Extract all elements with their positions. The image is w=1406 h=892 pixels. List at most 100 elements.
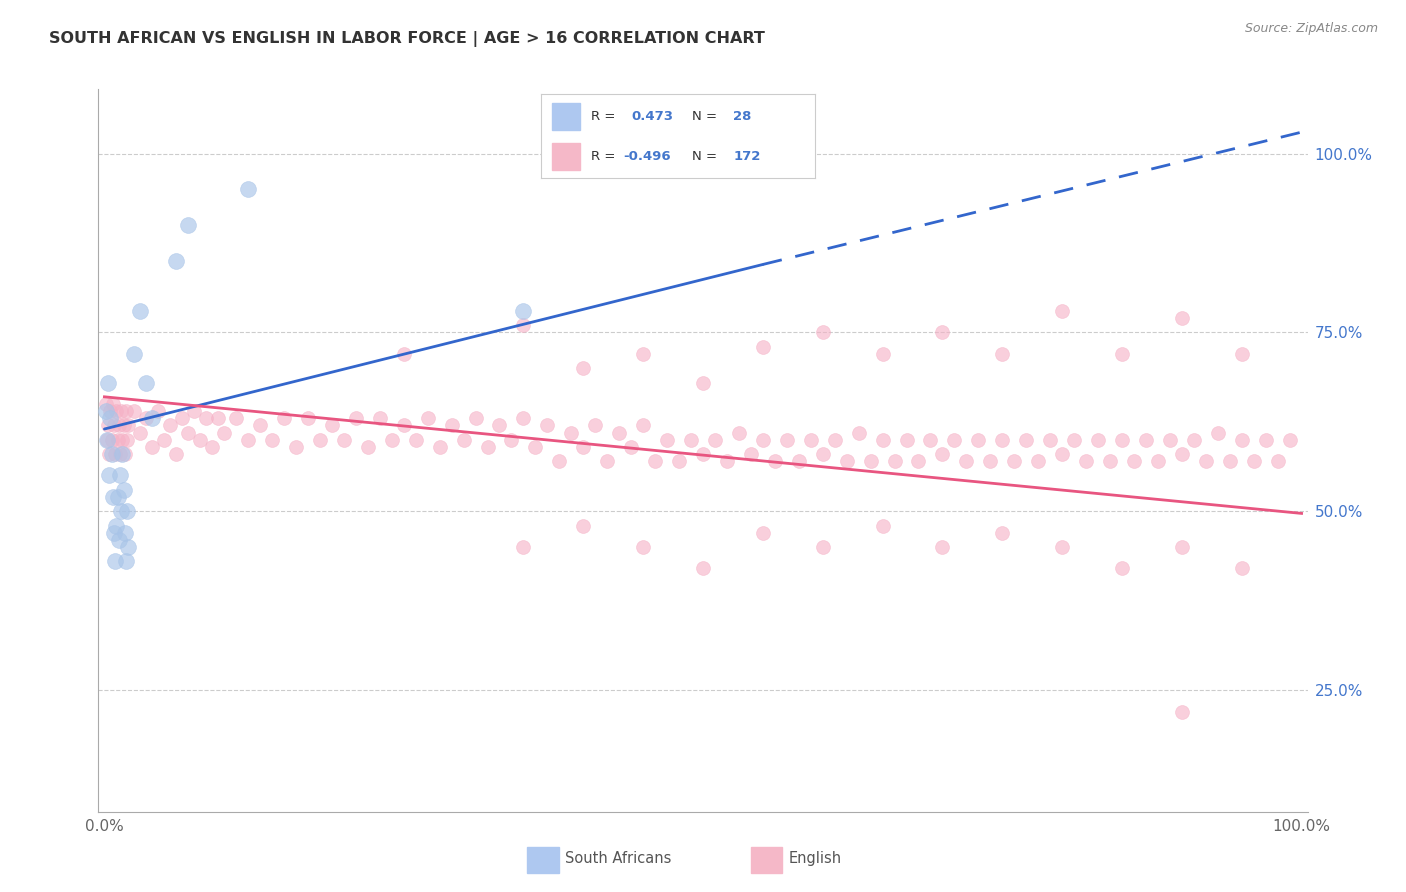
Point <box>159 418 181 433</box>
Point <box>572 440 595 454</box>
Point <box>453 433 475 447</box>
Point <box>943 433 966 447</box>
Point <box>117 418 139 433</box>
Point <box>763 454 786 468</box>
Point <box>165 447 187 461</box>
Point <box>344 411 367 425</box>
Point <box>1182 433 1205 447</box>
Point <box>583 418 606 433</box>
Point <box>668 454 690 468</box>
Point <box>100 411 122 425</box>
Point <box>524 440 547 454</box>
Point <box>607 425 630 440</box>
Point <box>1050 447 1073 461</box>
Point <box>800 433 823 447</box>
Point <box>752 525 775 540</box>
Point <box>195 411 218 425</box>
Point <box>464 411 486 425</box>
Point <box>655 433 678 447</box>
Point <box>1171 540 1194 554</box>
Point <box>1206 425 1229 440</box>
Point <box>96 433 118 447</box>
Point <box>115 404 138 418</box>
Point <box>752 433 775 447</box>
Point <box>94 397 117 411</box>
Text: R =: R = <box>591 110 614 123</box>
Text: -0.496: -0.496 <box>624 150 671 163</box>
Point <box>236 433 259 447</box>
Point <box>183 404 205 418</box>
Point <box>967 433 990 447</box>
Point <box>148 404 170 418</box>
Point <box>98 447 121 461</box>
Text: N =: N = <box>692 150 717 163</box>
Point <box>100 447 122 461</box>
Point <box>297 411 319 425</box>
Point <box>1123 454 1146 468</box>
Point <box>1230 347 1253 361</box>
Point <box>115 433 138 447</box>
Point <box>110 504 132 518</box>
Point <box>201 440 224 454</box>
Point <box>111 447 134 461</box>
Point <box>872 518 894 533</box>
Text: Source: ZipAtlas.com: Source: ZipAtlas.com <box>1244 22 1378 36</box>
Point <box>1039 433 1062 447</box>
Point <box>752 340 775 354</box>
Point <box>1074 454 1097 468</box>
Point <box>188 433 211 447</box>
Point <box>1111 347 1133 361</box>
Point <box>931 540 953 554</box>
Point <box>955 454 977 468</box>
Point <box>1111 561 1133 575</box>
Text: 0.473: 0.473 <box>631 110 673 123</box>
Point <box>512 304 534 318</box>
Point <box>225 411 247 425</box>
Point <box>548 454 571 468</box>
Point <box>172 411 194 425</box>
Point <box>368 411 391 425</box>
Point <box>728 425 751 440</box>
Point <box>931 326 953 340</box>
Point <box>1267 454 1289 468</box>
Text: South Africans: South Africans <box>565 851 672 866</box>
Point <box>692 376 714 390</box>
Point <box>112 483 135 497</box>
Point <box>108 468 131 483</box>
Point <box>1230 433 1253 447</box>
Point <box>101 490 124 504</box>
Point <box>249 418 271 433</box>
Point <box>644 454 666 468</box>
Point <box>907 454 929 468</box>
Point <box>177 218 200 232</box>
Point <box>872 347 894 361</box>
Point <box>896 433 918 447</box>
Point <box>536 418 558 433</box>
Point <box>716 454 738 468</box>
Point <box>104 447 127 461</box>
Point <box>357 440 380 454</box>
FancyBboxPatch shape <box>751 847 782 872</box>
Point <box>165 253 187 268</box>
Point <box>512 318 534 333</box>
Point <box>1171 705 1194 719</box>
Point <box>110 404 132 418</box>
Point <box>1147 454 1170 468</box>
Point <box>477 440 499 454</box>
Point <box>1219 454 1241 468</box>
Point <box>740 447 762 461</box>
Point <box>631 347 654 361</box>
Point <box>141 440 163 454</box>
Point <box>704 433 727 447</box>
Point <box>512 540 534 554</box>
Text: R =: R = <box>591 150 614 163</box>
Point <box>141 411 163 425</box>
Point <box>1111 433 1133 447</box>
Point <box>416 411 439 425</box>
Text: SOUTH AFRICAN VS ENGLISH IN LABOR FORCE | AGE > 16 CORRELATION CHART: SOUTH AFRICAN VS ENGLISH IN LABOR FORCE … <box>49 31 765 47</box>
Point <box>883 454 905 468</box>
Point <box>124 404 146 418</box>
Point <box>333 433 356 447</box>
Point <box>108 447 131 461</box>
Point <box>1099 454 1122 468</box>
